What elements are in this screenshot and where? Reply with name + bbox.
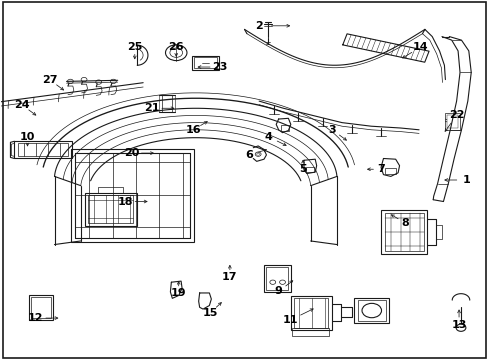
Bar [380, 211, 427, 253]
Bar [292, 328, 329, 336]
Text: 20: 20 [123, 148, 139, 158]
Text: 23: 23 [212, 62, 227, 72]
Bar [14, 141, 72, 158]
Text: 12: 12 [28, 313, 43, 323]
Bar [305, 167, 314, 172]
Bar [290, 296, 331, 330]
Text: 27: 27 [41, 75, 57, 85]
Text: 7: 7 [376, 164, 384, 174]
Bar [280, 126, 289, 131]
Text: 15: 15 [202, 308, 218, 318]
Bar [84, 193, 137, 226]
Bar [446, 115, 457, 129]
Text: 14: 14 [411, 42, 427, 52]
Text: 1: 1 [462, 175, 470, 185]
Bar [294, 298, 328, 328]
Bar [18, 143, 68, 156]
Bar [357, 300, 385, 321]
Bar [266, 267, 288, 290]
Bar [193, 57, 216, 68]
Text: 17: 17 [222, 272, 237, 282]
Text: 9: 9 [274, 286, 282, 296]
Text: 26: 26 [168, 42, 183, 52]
Bar [31, 297, 51, 319]
Text: 5: 5 [299, 164, 306, 174]
Bar [445, 113, 459, 130]
Text: 18: 18 [117, 197, 133, 207]
Text: 13: 13 [450, 320, 466, 330]
Bar [353, 298, 388, 323]
Text: 19: 19 [170, 288, 186, 298]
Text: 4: 4 [264, 132, 272, 142]
Bar [88, 195, 133, 224]
Bar [161, 95, 172, 112]
Text: 21: 21 [144, 103, 159, 113]
Text: 24: 24 [14, 100, 29, 110]
Text: 3: 3 [328, 125, 335, 135]
Text: 22: 22 [448, 111, 464, 121]
Text: 2: 2 [255, 21, 263, 31]
Text: 10: 10 [20, 132, 35, 142]
Bar [384, 168, 395, 174]
Bar [71, 149, 193, 242]
Text: 8: 8 [401, 218, 408, 228]
Text: 25: 25 [127, 42, 142, 52]
Text: 11: 11 [283, 315, 298, 325]
Bar [191, 56, 218, 69]
Bar [264, 265, 290, 292]
Bar [384, 213, 423, 251]
Text: 6: 6 [245, 150, 253, 160]
Text: 16: 16 [185, 125, 201, 135]
Bar [29, 296, 53, 320]
